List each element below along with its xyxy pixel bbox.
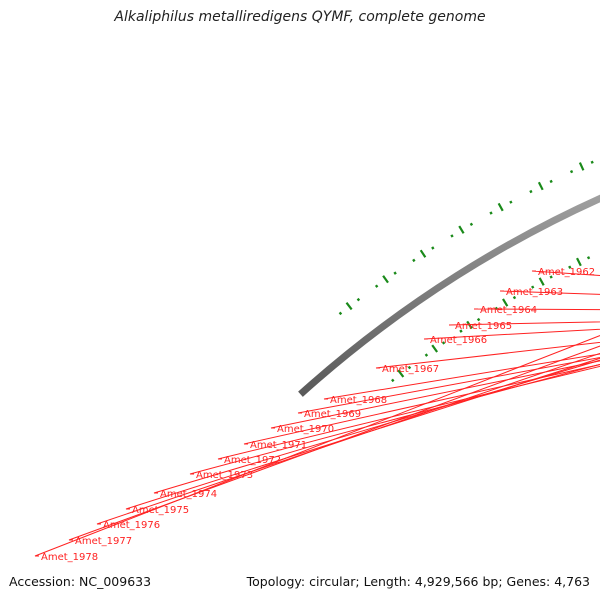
gene-leader-line bbox=[375, 341, 600, 369]
label-leader-lines bbox=[34, 270, 600, 557]
inner-tick-mark bbox=[538, 277, 545, 286]
inner-tick-mark bbox=[441, 341, 446, 345]
genome-summary-text: Topology: circular; Length: 4,929,566 bp… bbox=[246, 574, 590, 589]
gene-leader-line bbox=[323, 353, 600, 400]
inner-tick-mark bbox=[531, 285, 535, 289]
inner-tick-mark bbox=[431, 344, 439, 353]
outer-tick-ring bbox=[338, 160, 594, 316]
outer-tick-mark bbox=[529, 189, 533, 194]
backbone-arc bbox=[298, 194, 600, 397]
gene-label: Amet_1978 bbox=[41, 552, 98, 563]
gene-leader-line bbox=[499, 290, 600, 295]
inner-tick-mark bbox=[586, 256, 591, 260]
gene-label: Amet_1974 bbox=[160, 489, 217, 500]
inner-tick-mark bbox=[459, 329, 463, 333]
inner-tick-mark bbox=[512, 295, 517, 300]
inner-tick-mark bbox=[424, 353, 429, 357]
inner-tick-mark bbox=[549, 275, 553, 279]
outer-tick-mark bbox=[469, 222, 474, 227]
gene-leader-line bbox=[217, 365, 600, 460]
outer-tick-mark bbox=[450, 234, 454, 238]
outer-tick-mark bbox=[419, 249, 427, 258]
inner-tick-mark bbox=[476, 317, 481, 322]
gene-label: Amet_1963 bbox=[506, 287, 563, 298]
gene-label: Amet_1970 bbox=[277, 424, 334, 435]
outer-tick-mark bbox=[393, 271, 397, 275]
figure-title: Alkaliphilus metalliredigens QYMF, compl… bbox=[114, 9, 486, 25]
inner-tick-mark bbox=[397, 369, 405, 378]
gene-leader-line bbox=[243, 364, 600, 445]
outer-tick-mark bbox=[374, 284, 379, 288]
outer-tick-mark bbox=[569, 170, 574, 174]
gene-label: Amet_1968 bbox=[330, 395, 387, 406]
gene-label: Amet_1969 bbox=[304, 409, 361, 420]
gene-leader-line bbox=[423, 328, 600, 340]
gene-leader-line bbox=[531, 270, 600, 277]
outer-tick-mark bbox=[412, 258, 416, 263]
outer-tick-mark bbox=[382, 275, 389, 284]
gene-label: Amet_1966 bbox=[430, 335, 487, 346]
gene-leader-line bbox=[189, 363, 600, 475]
inner-tick-mark bbox=[407, 365, 412, 370]
gene-labels: Amet_1962 Amet_1963 Amet_1964 Amet_1965 Amet… bbox=[41, 267, 595, 563]
outer-tick-mark bbox=[338, 311, 343, 316]
gene-label: Amet_1977 bbox=[75, 536, 132, 547]
gene-leader-line bbox=[125, 357, 600, 510]
accession-text: Accession: NC_009633 bbox=[9, 574, 152, 589]
outer-tick-mark bbox=[431, 246, 435, 250]
gene-leader-line bbox=[473, 308, 600, 311]
outer-tick-mark bbox=[497, 202, 504, 212]
gene-leader-line bbox=[34, 335, 600, 557]
gene-leader-line bbox=[297, 356, 600, 414]
outer-tick-mark bbox=[578, 162, 585, 171]
inner-tick-mark bbox=[568, 265, 572, 269]
outer-tick-mark bbox=[590, 160, 594, 164]
outer-tick-mark bbox=[458, 225, 465, 234]
gene-leader-line bbox=[96, 352, 600, 525]
inner-tick-mark bbox=[391, 378, 395, 383]
gene-label: Amet_1976 bbox=[103, 520, 160, 531]
gene-label: Amet_1965 bbox=[455, 321, 512, 332]
outer-tick-mark bbox=[489, 211, 493, 215]
inner-tick-ring bbox=[391, 256, 591, 383]
gene-leader-line bbox=[68, 345, 600, 541]
gene-label: Amet_1972 bbox=[224, 455, 281, 466]
outer-tick-mark bbox=[537, 181, 544, 191]
outer-tick-mark bbox=[356, 297, 361, 302]
outer-tick-mark bbox=[509, 200, 513, 204]
gene-leader-line bbox=[270, 360, 600, 429]
outer-tick-mark bbox=[345, 302, 353, 311]
gene-leader-line bbox=[153, 359, 600, 494]
gene-label: Amet_1973 bbox=[196, 470, 253, 481]
gene-label: Amet_1962 bbox=[538, 267, 595, 278]
inner-tick-mark bbox=[576, 257, 582, 267]
inner-tick-mark bbox=[502, 298, 509, 307]
gene-label: Amet_1971 bbox=[250, 440, 307, 451]
gene-label: Amet_1967 bbox=[382, 364, 439, 375]
genome-backbone bbox=[298, 194, 600, 397]
gene-label: Amet_1964 bbox=[480, 305, 537, 316]
gene-leader-line bbox=[448, 321, 600, 326]
outer-tick-mark bbox=[549, 179, 553, 184]
gene-label: Amet_1975 bbox=[132, 505, 189, 516]
